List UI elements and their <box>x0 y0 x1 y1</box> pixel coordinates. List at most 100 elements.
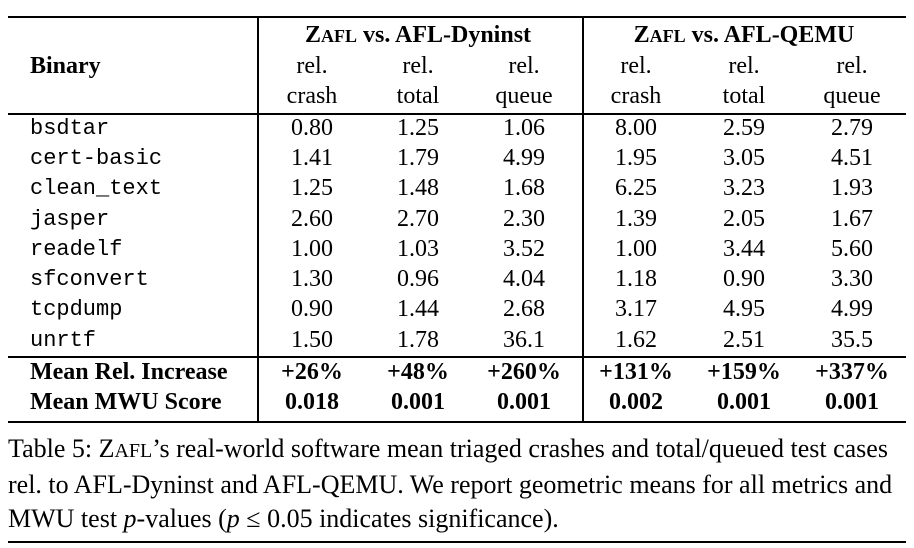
table-cell: 2.70 <box>397 206 439 232</box>
binary-name: sfconvert <box>30 267 149 292</box>
table-cell: 3.30 <box>831 266 873 292</box>
binary-name: cert-basic <box>30 146 163 171</box>
table-cell: 2.59 <box>723 115 765 141</box>
table-cell: 1.79 <box>397 145 439 171</box>
summary-cell: +159% <box>707 359 781 385</box>
table-cell: 4.51 <box>831 145 873 171</box>
table-cell: 8.00 <box>615 115 657 141</box>
table-cell: 1.25 <box>291 175 333 201</box>
group-header: ZAFL vs. AFL-QEMU <box>584 20 904 51</box>
summary-cell: 0.001 <box>825 389 879 415</box>
summary-cell: +260% <box>487 359 561 385</box>
summary-rule <box>8 356 906 358</box>
table-cell: 1.30 <box>291 266 333 292</box>
group-header-rest: vs. AFL-QEMU <box>685 22 855 48</box>
table-cell: 2.30 <box>503 206 545 232</box>
caption-p-variable-2: p <box>226 504 240 533</box>
summary-cell: 0.001 <box>717 389 771 415</box>
caption-name-small: AFL <box>114 440 153 462</box>
caption-text-3: ≤ 0.05 indicates significance). <box>239 504 559 533</box>
table-cell: 2.51 <box>723 327 765 353</box>
summary-cell: 0.018 <box>285 389 339 415</box>
table-cell: 1.00 <box>615 236 657 262</box>
table-cell: 1.41 <box>291 145 333 171</box>
table-cell: 1.18 <box>615 266 657 292</box>
table-cell: 35.5 <box>831 327 873 353</box>
table-cell: 5.60 <box>831 236 873 262</box>
summary-cell: +26% <box>281 359 343 385</box>
caption-p-variable: p <box>123 504 137 533</box>
metric-header-top: rel. <box>836 53 868 79</box>
caption-text-2: -values ( <box>136 504 227 533</box>
table-cell: 0.90 <box>291 296 333 322</box>
summary-cell: 0.001 <box>497 389 551 415</box>
top-rule <box>8 16 906 18</box>
caption-text-1: ’s real-world software mean triaged cras… <box>8 434 893 533</box>
table-cell: 0.80 <box>291 115 333 141</box>
binary-name: bsdtar <box>30 116 110 141</box>
caption-label: Table 5: <box>8 434 99 463</box>
group-header-rest: vs. AFL-Dyninst <box>356 22 532 48</box>
table-cell: 0.90 <box>723 266 765 292</box>
header-rule <box>8 113 906 115</box>
binary-name: readelf <box>30 237 123 262</box>
table-cell: 1.25 <box>397 115 439 141</box>
binary-name: tcpdump <box>30 297 123 322</box>
summary-cell: +48% <box>387 359 449 385</box>
table-cell: 6.25 <box>615 175 657 201</box>
metric-header-bottom: total <box>722 83 766 109</box>
table-cell: 1.06 <box>503 115 545 141</box>
metric-header-bottom: crash <box>610 83 662 109</box>
group-header-initial: Z <box>304 22 321 48</box>
table-cell: 1.00 <box>291 236 333 262</box>
metric-header-bottom: queue <box>495 83 553 109</box>
table-cell: 1.39 <box>615 206 657 232</box>
caption-name-big: Z <box>98 434 115 463</box>
divider-binary <box>257 17 259 422</box>
table-caption: Table 5: ZAFL’s real-world software mean… <box>8 432 906 536</box>
summary-cell: 0.002 <box>609 389 663 415</box>
summary-label: Mean Rel. Increase <box>30 359 228 385</box>
table-cell: 2.05 <box>723 206 765 232</box>
table-cell: 1.48 <box>397 175 439 201</box>
group-header-initial: Z <box>633 22 650 48</box>
table-cell: 1.03 <box>397 236 439 262</box>
metric-header-top: rel. <box>296 53 328 79</box>
caption-bottom-rule <box>8 541 906 543</box>
metric-header-bottom: total <box>396 83 440 109</box>
table-cell: 1.44 <box>397 296 439 322</box>
group-header: ZAFL vs. AFL-Dyninst <box>258 20 578 51</box>
binary-header: Binary <box>30 53 101 79</box>
table-cell: 3.17 <box>615 296 657 322</box>
table-cell: 1.68 <box>503 175 545 201</box>
table-cell: 2.79 <box>831 115 873 141</box>
table-cell: 4.95 <box>723 296 765 322</box>
summary-cell: +131% <box>599 359 673 385</box>
table-cell: 0.96 <box>397 266 439 292</box>
metric-header-top: rel. <box>620 53 652 79</box>
table-cell: 4.99 <box>503 145 545 171</box>
binary-name: unrtf <box>30 328 97 353</box>
divider-groups <box>582 17 584 422</box>
table-cell: 1.67 <box>831 206 873 232</box>
binary-name: clean_text <box>30 176 163 201</box>
metric-header-top: rel. <box>728 53 760 79</box>
table-cell: 4.99 <box>831 296 873 322</box>
summary-cell: 0.001 <box>391 389 445 415</box>
table-cell: 1.78 <box>397 327 439 353</box>
summary-label: Mean MWU Score <box>30 389 222 415</box>
table-cell: 1.62 <box>615 327 657 353</box>
table-cell: 3.05 <box>723 145 765 171</box>
table-cell: 2.60 <box>291 206 333 232</box>
metric-header-top: rel. <box>402 53 434 79</box>
table-cell: 4.04 <box>503 266 545 292</box>
bottom-rule <box>8 421 906 423</box>
table-cell: 1.50 <box>291 327 333 353</box>
table-cell: 1.95 <box>615 145 657 171</box>
metric-header-bottom: queue <box>823 83 881 109</box>
table-cell: 36.1 <box>503 327 545 353</box>
binary-name: jasper <box>30 207 110 232</box>
table-cell: 3.44 <box>723 236 765 262</box>
table-cell: 3.23 <box>723 175 765 201</box>
metric-header-bottom: crash <box>286 83 338 109</box>
